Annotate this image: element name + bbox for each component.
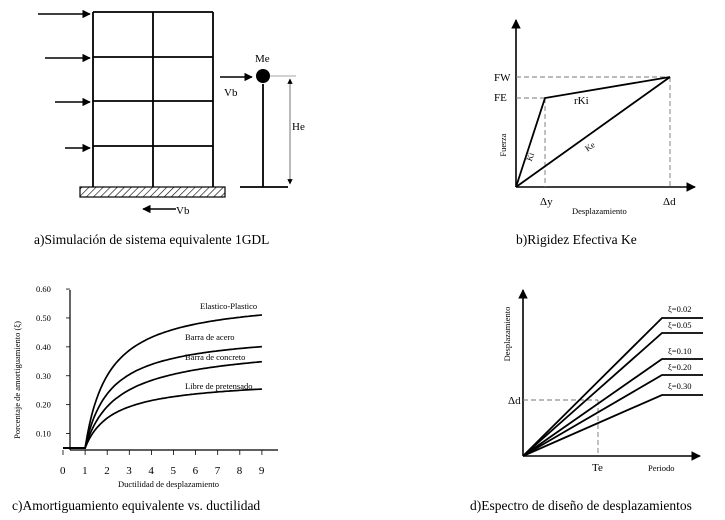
- panel-b-fe-label: FE: [494, 92, 507, 104]
- panel-c-curve-label-concrete: Barra de concreto: [185, 352, 245, 362]
- panel-c-x-tick-label: 3: [126, 465, 132, 477]
- panel-c-y-tick-label: 0.40: [36, 342, 51, 352]
- panel-d-xi-label-2: ξ=0.05: [668, 320, 691, 330]
- panel-b-dd-label: Δd: [663, 196, 676, 208]
- panel-d-spectrum-lines: [522, 317, 703, 457]
- panel-c-curve-elastic-plastic: [63, 314, 263, 449]
- panel-c-x-tick-label: 6: [193, 465, 199, 477]
- panel-c-x-axis-label: Ductilidad de desplazamiento: [118, 479, 219, 489]
- panel-c-curve-prestressed: [63, 388, 262, 449]
- panel-b-stiffness-lines: [515, 76, 671, 188]
- panel-d-xi-label-5: ξ=0.30: [668, 381, 691, 391]
- panel-a-ground-hatch: [79, 186, 226, 198]
- panel-a-height-label: He: [292, 121, 305, 133]
- panel-d-guide-lines: [523, 399, 599, 456]
- panel-d-axes: [518, 289, 701, 461]
- panel-b-fw-label: FW: [494, 72, 511, 84]
- panel-c-x-tick-label: 4: [148, 465, 154, 477]
- panel-d-x-axis-label: Periodo: [648, 463, 674, 473]
- panel-d-xi-label-3: ξ=0.10: [668, 346, 691, 356]
- panel-c-curve-steel: [63, 345, 262, 449]
- panel-b-caption: b)Rigidez Efectiva Ke: [516, 232, 637, 247]
- panel-d-y-axis-label: Desplazamiento: [502, 307, 512, 362]
- panel-a-lateral-load-arrows: [38, 9, 91, 153]
- panel-a-base-shear-label: Vb: [176, 205, 190, 217]
- panel-c-caption: c)Amortiguamiento equivalente vs. ductil…: [12, 498, 260, 513]
- panel-c-y-tick-label: 0.10: [36, 429, 51, 439]
- panel-b-dy-label: Δy: [540, 196, 553, 208]
- panel-c-x-tick-label: 5: [171, 465, 177, 477]
- panel-d-caption: d)Espectro de diseño de desplazamientos: [470, 498, 692, 513]
- panel-c-x-tick-label: 7: [215, 465, 221, 477]
- panel-c-curves: [63, 314, 263, 449]
- panel-c-y-tick-label: 0.20: [36, 400, 51, 410]
- panel-c-axes: [69, 290, 278, 451]
- panel-c-curve-label-elastic-plastic: Elastico-Plastico: [200, 301, 257, 311]
- panel-a-mass-label: Me: [255, 53, 270, 65]
- panel-b-ke-label: Ke: [583, 139, 597, 153]
- panel-b-rk-label: rKi: [574, 95, 589, 107]
- panel-a-lumped-mass: [256, 69, 270, 83]
- panel-c-y-tick-label: 0.30: [36, 371, 51, 381]
- panel-c-curve-concrete: [63, 360, 262, 449]
- panel-b-y-axis-label: Fuerza: [498, 133, 508, 156]
- panel-c-y-tick-label: 0.60: [36, 284, 51, 294]
- panel-c-curve-label-prestressed: Libre de pretensado: [185, 381, 253, 391]
- panel-b-x-axis-label: Desplazamiento: [572, 206, 627, 216]
- panel-a-frame-structure: [92, 11, 214, 187]
- panel-c-x-tick-label: 9: [259, 465, 265, 477]
- panel-d-delta-label: Δd: [508, 395, 521, 407]
- panel-c-y-axis-label: Porcentaje de amortiguamiento (ξ): [12, 321, 22, 439]
- panel-c-y-tick-label: 0.50: [36, 313, 51, 323]
- panel-c-x-tick-label: 1: [82, 465, 88, 477]
- panel-d-xi-label-4: ξ=0.20: [668, 362, 691, 372]
- panel-c-x-tick-label: 8: [237, 465, 243, 477]
- panel-b-ki-label: Ki: [524, 150, 537, 162]
- panel-c-x-tick-label: 0: [60, 465, 66, 477]
- panel-a-caption: a)Simulación de sistema equivalente 1GDL: [34, 232, 269, 247]
- panel-c-x-tick-label: 2: [104, 465, 110, 477]
- panel-c-ticks: 0 1 2 3 4 5 6 7 8 9 0.10 0.20 0.30 0.40 0.50 0.60: [36, 284, 265, 477]
- panel-b-guide-lines: [516, 76, 671, 187]
- panel-d-xi-label-1: ξ=0.02: [668, 304, 691, 314]
- panel-a-shear-label: Vb: [224, 87, 238, 99]
- panel-d-te-label: Te: [592, 462, 603, 474]
- panel-c-curve-label-steel: Barra de acero: [185, 332, 235, 342]
- panel-b-axes: [511, 19, 696, 192]
